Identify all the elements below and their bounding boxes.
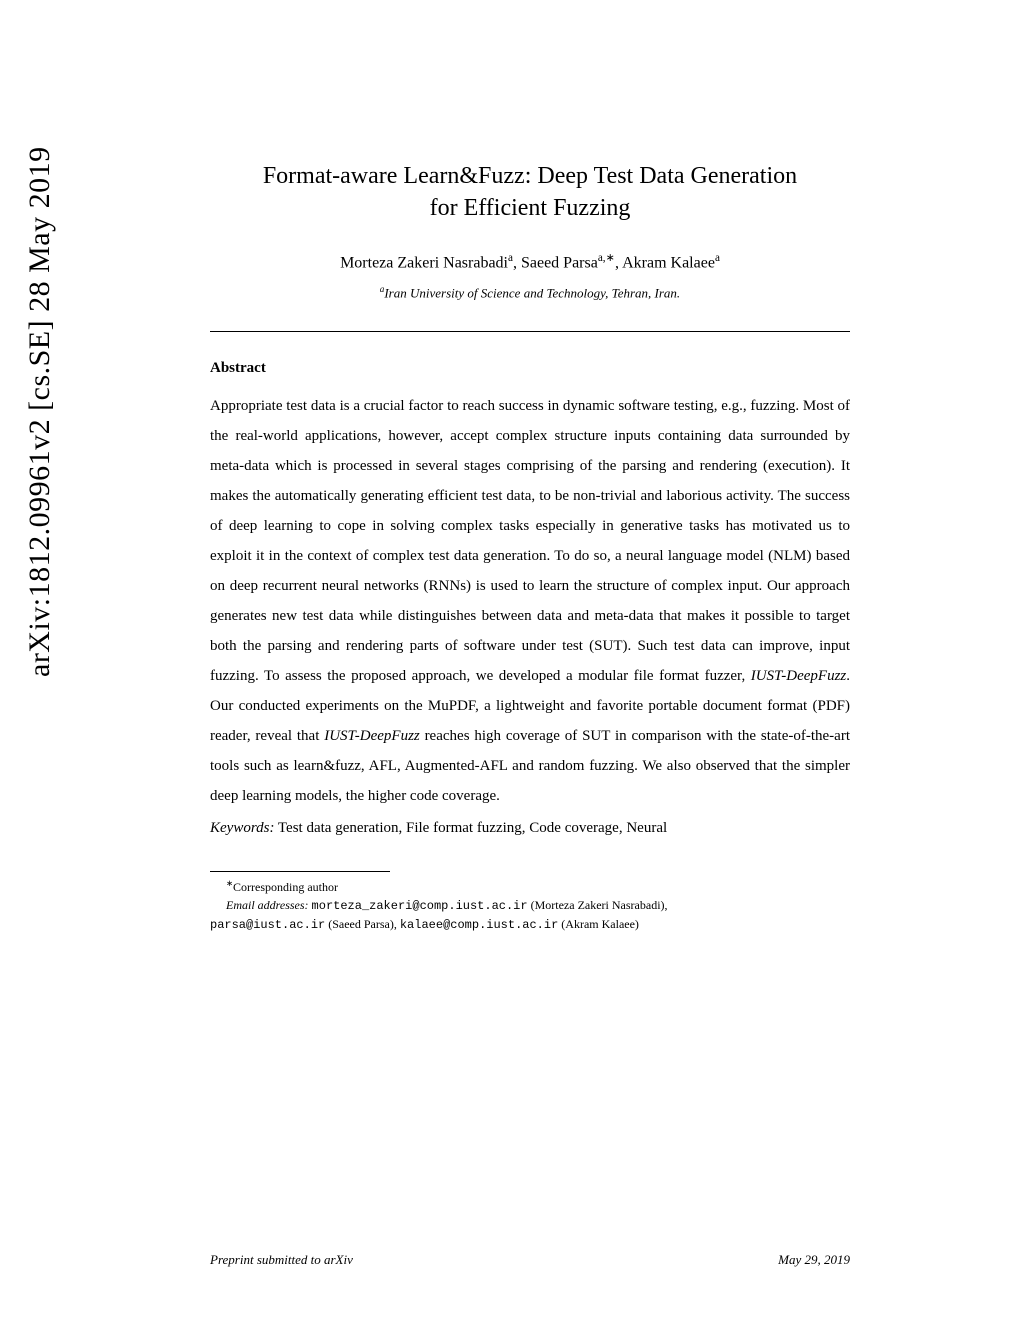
email-2: parsa@iust.ac.ir (210, 918, 325, 932)
abstract-heading: Abstract (210, 360, 850, 377)
keywords-label: Keywords: (210, 820, 274, 836)
footnotes: ∗Corresponding author Email addresses: m… (210, 878, 850, 934)
iust-deepfuzz-1: IUST-DeepFuzz (751, 668, 847, 684)
author-2: Saeed Parsa (521, 254, 598, 271)
arxiv-stamp: arXiv:1812.09961v2 [cs.SE] 28 May 2019 (23, 146, 57, 677)
abstract-body: Appropriate test data is a crucial facto… (210, 391, 850, 811)
affiliation: aIran University of Science and Technolo… (210, 284, 850, 301)
paper-content: Format-aware Learn&Fuzz: Deep Test Data … (210, 160, 850, 934)
footer: Preprint submitted to arXiv May 29, 2019 (210, 1252, 850, 1268)
footnote-corr-text: Corresponding author (233, 880, 338, 894)
iust-deepfuzz-2: IUST-DeepFuzz (324, 728, 420, 744)
authors: Morteza Zakeri Nasrabadia, Saeed Parsaa,… (210, 251, 850, 272)
title-line-2: for Efficient Fuzzing (430, 195, 631, 221)
paper-title: Format-aware Learn&Fuzz: Deep Test Data … (210, 160, 850, 225)
footer-right: May 29, 2019 (778, 1252, 850, 1268)
email-1: morteza_zakeri@comp.iust.ac.ir (312, 899, 528, 913)
email-label: Email addresses: (226, 898, 309, 912)
footnote-rule (210, 871, 390, 872)
footnote-emails: Email addresses: morteza_zakeri@comp.ius… (210, 896, 850, 934)
abstract-text-a: Appropriate test data is a crucial facto… (210, 398, 850, 684)
affiliation-text: Iran University of Science and Technolog… (384, 285, 680, 300)
footnote-corresponding: ∗Corresponding author (210, 878, 850, 896)
footer-left: Preprint submitted to arXiv (210, 1252, 353, 1268)
author-3: Akram Kalaee (622, 254, 715, 271)
email-name-2: (Saeed Parsa), (325, 917, 400, 931)
author-1-sup: a (508, 252, 513, 264)
top-rule (210, 331, 850, 332)
author-3-sup: a (715, 252, 720, 264)
keywords: Keywords: Test data generation, File for… (210, 813, 850, 843)
email-3: kalaee@comp.iust.ac.ir (400, 918, 558, 932)
footnote-corr-sup: ∗ (226, 879, 233, 888)
keywords-text: Test data generation, File format fuzzin… (274, 820, 667, 836)
author-1: Morteza Zakeri Nasrabadi (340, 254, 508, 271)
email-name-3: (Akram Kalaee) (558, 917, 639, 931)
email-name-1: (Morteza Zakeri Nasrabadi), (528, 898, 668, 912)
author-2-sup: a,∗ (598, 252, 615, 264)
title-line-1: Format-aware Learn&Fuzz: Deep Test Data … (263, 163, 797, 189)
